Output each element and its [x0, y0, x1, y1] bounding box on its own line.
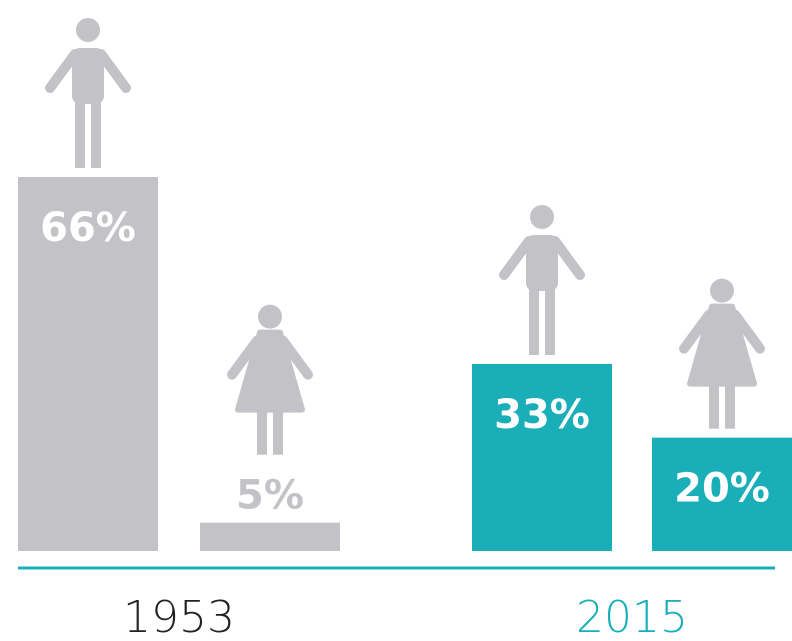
icon-leg: [529, 285, 539, 355]
value-label: 66%: [40, 205, 136, 251]
value-label: 33%: [494, 392, 590, 438]
icon-leg: [545, 285, 555, 355]
category-label: 1953: [123, 592, 235, 641]
bar: [652, 437, 792, 551]
icon-head: [710, 278, 734, 303]
value-label: 20%: [674, 466, 770, 512]
man-icon: [45, 18, 131, 168]
icon-body: [72, 48, 104, 104]
icon-leg: [91, 98, 101, 168]
icon-body: [526, 235, 558, 291]
icon-head: [76, 18, 100, 42]
icon-arm: [278, 335, 313, 380]
icon-arm: [499, 236, 534, 280]
icon-arm: [679, 309, 714, 354]
icon-arm: [550, 236, 585, 280]
icon-leg: [725, 383, 735, 429]
icon-dress: [235, 329, 305, 413]
icon-arm: [96, 49, 131, 93]
icon-leg: [709, 383, 719, 429]
bar: [472, 364, 612, 551]
icon-dress: [687, 303, 757, 387]
bar: [18, 177, 158, 551]
man-icon: [499, 205, 585, 355]
category-label: 2015: [576, 592, 688, 641]
value-label: 5%: [236, 473, 304, 519]
icon-head: [258, 304, 282, 329]
icon-head: [530, 205, 554, 229]
woman-icon: [679, 278, 765, 429]
icon-arm: [227, 335, 262, 380]
icon-leg: [273, 409, 283, 455]
woman-icon: [227, 304, 313, 455]
icon-arm: [730, 309, 765, 354]
icon-leg: [75, 98, 85, 168]
icon-leg: [257, 409, 267, 455]
icon-arm: [45, 49, 80, 93]
bar: [200, 522, 340, 551]
